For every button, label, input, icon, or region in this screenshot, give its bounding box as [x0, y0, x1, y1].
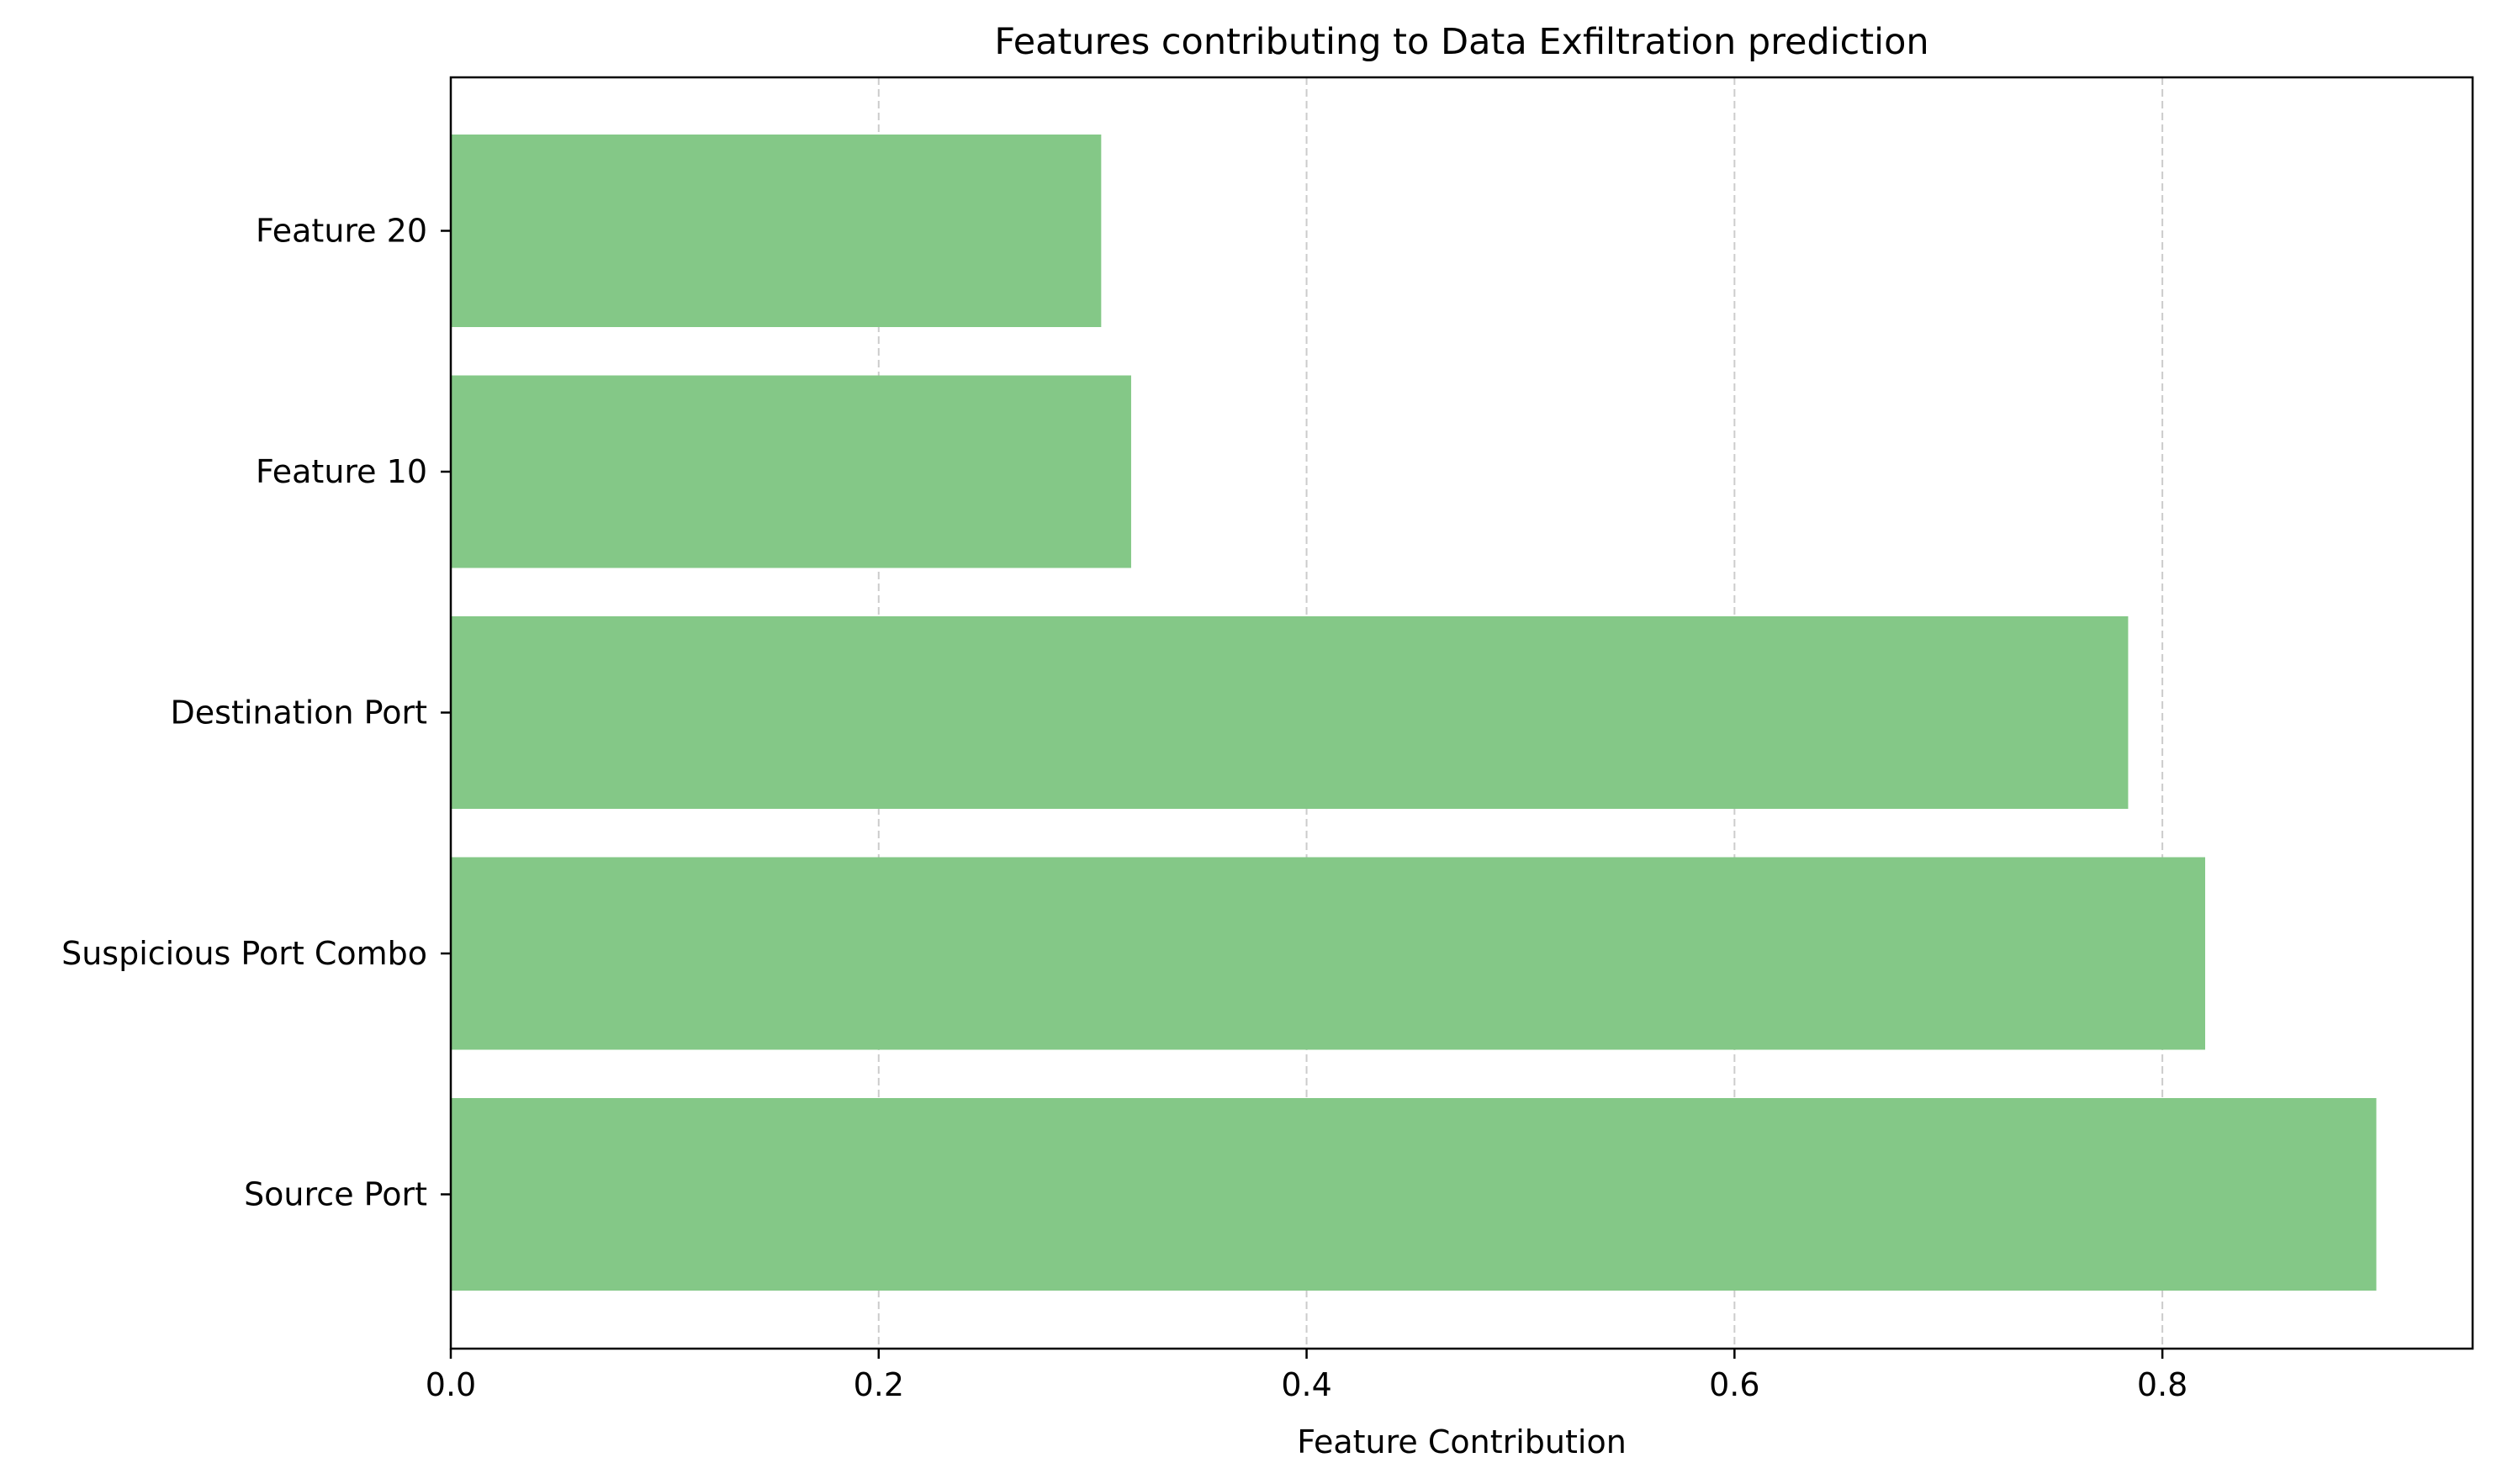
chart-title: Features contributing to Data Exfiltrati… — [994, 21, 1928, 63]
x-tick-label: 0.2 — [854, 1366, 904, 1403]
x-tick-label: 0.4 — [1281, 1366, 1331, 1403]
y-tick-label: Suspicious Port Combo — [61, 935, 427, 972]
bar — [451, 1098, 2377, 1291]
y-tick-label: Feature 10 — [256, 453, 427, 490]
x-axis-label: Feature Contribution — [1297, 1423, 1627, 1460]
bar — [451, 135, 1102, 327]
x-tick-label: 0.8 — [2137, 1366, 2188, 1403]
x-tick-label: 0.0 — [426, 1366, 476, 1403]
bar — [451, 375, 1131, 568]
x-tick-label: 0.6 — [1709, 1366, 1759, 1403]
y-tick-label: Source Port — [244, 1176, 427, 1213]
bars-layer — [451, 135, 2377, 1291]
bar — [451, 857, 2206, 1050]
y-tick-label: Destination Port — [171, 694, 427, 731]
y-tick-label: Feature 20 — [256, 213, 427, 250]
bar — [451, 616, 2129, 809]
ticks-layer: 0.0 0.2 0.4 0.6 0.8 Source Port Suspicious Por… — [61, 213, 2188, 1404]
